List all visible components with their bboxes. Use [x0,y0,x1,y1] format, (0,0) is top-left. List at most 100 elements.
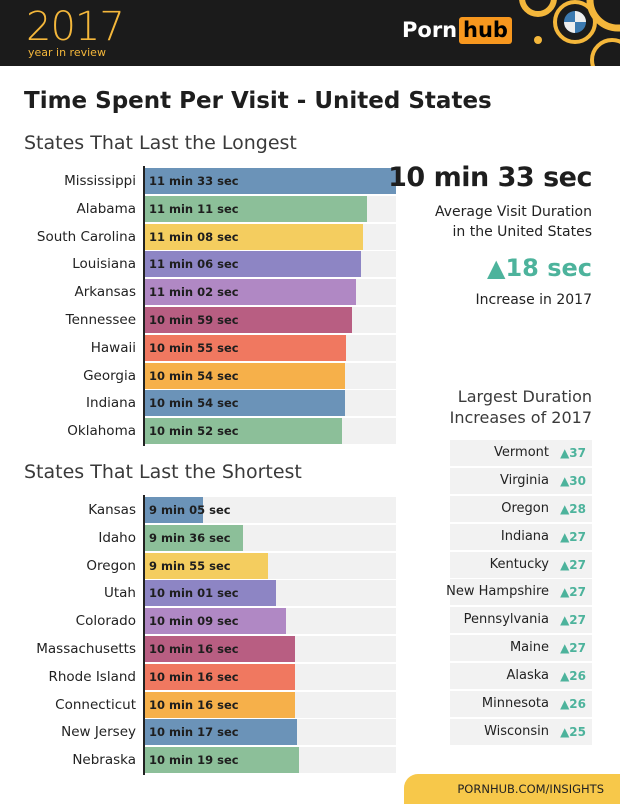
increase-value: ▲26 [560,697,586,712]
bar-value-label: 10 min 17 sec [149,725,239,740]
increase-value: ▲18 sec [487,254,592,282]
bar-row: Massachusetts 10 min 16 sec [0,636,400,662]
bar-track: 10 min 16 sec [144,663,396,690]
bar-category-label: Alabama [76,200,136,217]
bar-value-label: 10 min 09 sec [149,614,239,629]
bar-row: South Carolina 11 min 08 sec [0,223,400,250]
bar-category-label: Nebraska [72,752,136,769]
bar-track: 9 min 36 sec [144,524,396,551]
increase-row: Kentucky ▲27 [450,551,592,578]
bar: 11 min 06 sec [144,251,361,278]
bar-value-label: 11 min 11 sec [149,201,239,216]
increase-state: New Hampshire [446,584,549,600]
brand-logo-left: Porn [402,18,458,42]
bar-category-label: Massachusetts [36,641,136,657]
increase-state: Oregon [501,500,549,516]
bar-value-label: 11 min 02 sec [149,285,239,300]
bar-category-label: Arkansas [74,284,136,301]
bar: 10 min 16 sec [144,691,296,718]
bar-row: Arkansas 11 min 02 sec [0,279,400,306]
bar-category-label: Louisiana [72,256,136,273]
bar-value-label: 9 min 36 sec [149,530,231,545]
chart-longest: Mississippi 11 min 33 sec Alabama 11 min 11… [0,166,400,446]
bar-track: 10 min 54 sec [144,390,396,417]
bar-row: Nebraska 10 min 19 sec [0,747,400,774]
average-desc-line1: Average Visit Duration [434,204,592,220]
increase-value: ▲30 [560,473,586,488]
bar-track: 10 min 55 sec [144,334,396,361]
bar-row: Alabama 11 min 11 sec [0,195,400,222]
bar-value-label: 10 min 16 sec [149,697,239,712]
bar: 10 min 55 sec [144,334,347,361]
bar: 10 min 17 sec [144,719,297,746]
bar-track: 11 min 11 sec [144,195,396,222]
bar: 11 min 11 sec [144,195,368,222]
bar-category-label: New Jersey [61,724,136,741]
bar-track: 10 min 54 sec [144,362,396,389]
increase-state: Wisconsin [484,723,549,739]
bar-track: 10 min 19 sec [144,747,396,774]
increase-row: Indiana ▲27 [450,523,592,550]
bar-value-label: 10 min 16 sec [149,642,239,656]
bar-value-label: 10 min 01 sec [149,586,239,601]
axis-line [143,166,145,446]
bar-category-label: Mississippi [64,173,136,189]
increase-value: ▲27 [560,557,586,572]
bar-track: 9 min 05 sec [144,497,396,523]
increase-row: Minnesota ▲26 [450,691,592,718]
bar-track: 11 min 02 sec [144,279,396,306]
bar-category-label: Oregon [86,557,136,574]
bar: 10 min 09 sec [144,608,287,635]
increase-state: Kentucky [489,556,549,572]
footer-banner: PORNHUB.COM/INSIGHTS [404,774,620,804]
bar-track: 10 min 52 sec [144,418,396,445]
bar-value-label: 10 min 54 sec [149,368,239,383]
footer-link[interactable]: PORNHUB.COM/INSIGHTS [457,782,604,796]
bar-category-label: Georgia [83,367,136,384]
bar: 10 min 54 sec [144,390,346,417]
bar-category-label: Indiana [86,395,136,412]
bar: 9 min 36 sec [144,524,244,551]
increase-row: Alaska ▲26 [450,663,592,690]
page-title: Time Spent Per Visit - United States [24,88,492,114]
bar-category-label: Tennessee [65,312,136,328]
bar-row: Indiana 10 min 54 sec [0,390,400,417]
average-duration-description: Average Visit Duration in the United Sta… [372,202,592,242]
bar-category-label: South Carolina [36,228,136,245]
average-desc-line2: in the United States [452,224,592,240]
bar-row: Hawaii 10 min 55 sec [0,334,400,361]
bar-category-label: Rhode Island [48,668,136,685]
bar: 10 min 19 sec [144,747,300,774]
bar-row: Idaho 9 min 36 sec [0,524,400,551]
bar-value-label: 10 min 52 sec [149,424,239,439]
bar: 10 min 16 sec [144,663,296,690]
bar-row: Georgia 10 min 54 sec [0,362,400,389]
bar-track: 9 min 55 sec [144,552,396,579]
bar: 10 min 54 sec [144,362,346,389]
bar-track: 11 min 08 sec [144,223,396,250]
bar-row: Colorado 10 min 09 sec [0,608,400,635]
bar: 10 min 01 sec [144,580,276,607]
bar-row: New Jersey 10 min 17 sec [0,719,400,746]
increase-state: Indiana [500,528,549,544]
bar-track: 10 min 16 sec [144,691,396,718]
bar: 9 min 05 sec [144,497,231,523]
bar-track: 11 min 06 sec [144,251,396,278]
increase-value: ▲25 [560,724,586,739]
bar-row: Oklahoma 10 min 52 sec [0,418,400,445]
increase-row: Oregon ▲28 [450,495,592,522]
increases-title: Largest Duration Increases of 2017 [392,386,592,428]
increase-state: Vermont [494,445,549,460]
chart-shortest: Kansas 9 min 05 sec Idaho 9 min 36 sec Orego… [0,495,400,775]
bar: 11 min 33 sec [144,168,396,194]
bar-track: 10 min 59 sec [144,307,396,333]
bar: 10 min 16 sec [144,636,296,662]
increase-state: Maine [509,640,549,656]
increase-state: Pennsylvania [463,612,549,628]
bar-category-label: Oklahoma [67,423,136,440]
increases-title-line1: Largest Duration [457,387,592,406]
bar: 10 min 52 sec [144,418,343,445]
bar-row: Connecticut 10 min 16 sec [0,691,400,718]
bar-track: 10 min 16 sec [144,636,396,662]
bar-value-label: 9 min 05 sec [149,503,231,517]
